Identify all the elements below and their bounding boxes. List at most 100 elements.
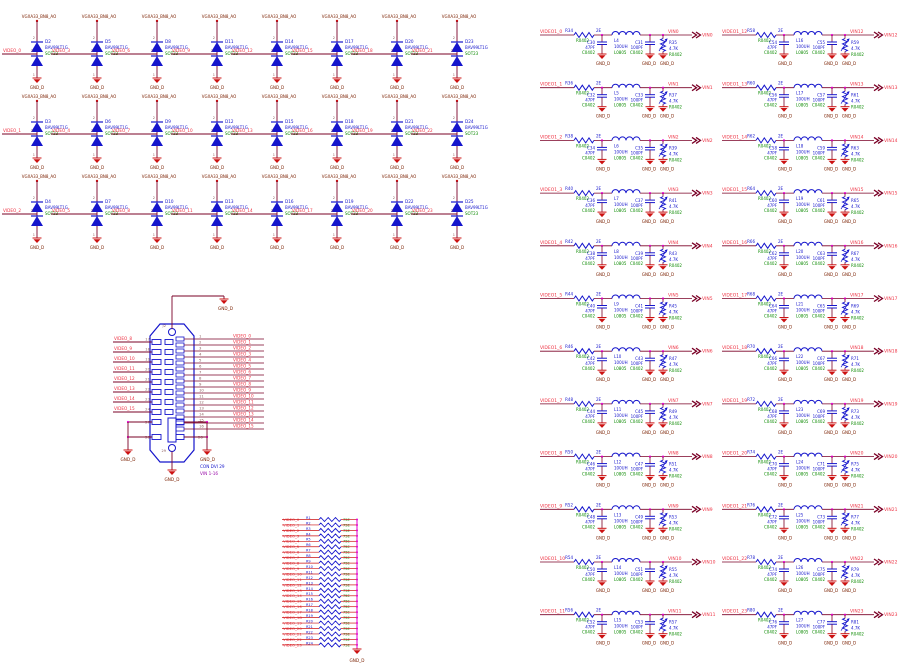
gnd-symbol [597, 53, 607, 59]
ref-des: R11 [306, 570, 313, 574]
gnd-symbol [123, 449, 133, 455]
gnd-symbol [658, 422, 668, 428]
pin-number: 2 [213, 36, 215, 40]
pin-number: 2 [33, 196, 35, 200]
ref-des: R34 [565, 28, 573, 33]
gnd-symbol [827, 317, 837, 323]
net-label: VIDEO1_21 [722, 503, 747, 509]
pkg-value: R0402 [576, 196, 589, 201]
termination-row: VIDEO_0 R1 75E [282, 516, 358, 523]
junction-dot [843, 244, 847, 247]
gnd-label: GND_D [660, 166, 674, 171]
filter-cell: VIDEO1_8 R50 2ER0402C4647PFC0402GND_DL1210… [540, 450, 713, 488]
part-value: 2E [596, 186, 602, 191]
gnd-label: GND_D [642, 483, 656, 488]
pkg-value: C0402 [764, 155, 777, 160]
net-label: VIDEO_12 [233, 406, 254, 411]
gnd-symbol [840, 580, 850, 586]
gnd-symbol [272, 77, 282, 83]
ref-des: C61 [817, 198, 825, 203]
net-label: VIDEO_23 [412, 208, 433, 213]
part-value: 75E [343, 600, 350, 604]
top-net-label: VGXA33_BN8_AO [382, 174, 417, 179]
gnd-label: GND_D [150, 165, 164, 170]
pin-number: 2 [199, 340, 202, 345]
part-value: VIN 1-16 [200, 471, 218, 476]
port-label: VIN2 [702, 138, 713, 144]
pin-number: 3 [391, 129, 393, 133]
pkg-value: L0805 [796, 577, 809, 582]
gnd-label: GND_D [660, 430, 674, 435]
pkg-value: R0402 [851, 632, 864, 637]
pkg-value: R0402 [669, 474, 682, 479]
net-label: VIDEO_6 [233, 370, 251, 375]
pkg-value: C0402 [582, 577, 595, 582]
part-value: 75E [343, 540, 350, 544]
port-label: VIN12 [884, 33, 898, 39]
ref-des: R80 [747, 608, 755, 613]
pin-number: 4 [199, 352, 202, 357]
part-value: 2E [778, 502, 784, 507]
pin-number: 3 [451, 49, 453, 53]
gnd-label: GND_D [90, 245, 104, 250]
part-value: 4.7K [851, 151, 860, 156]
net-label: VIN12 [850, 29, 864, 35]
pkg-value: C0402 [582, 524, 595, 529]
filter-cell: VIDEO1_5 R44 2ER0402C4047PFC0402GND_DL9100… [540, 292, 713, 330]
diode-cell: VGXA33_BN8_AO 2 VIDEO_13 3 1 GND_D D15BAV99LT1… [231, 94, 308, 170]
gnd-symbol [332, 157, 342, 163]
gnd-label: GND_D [642, 588, 656, 593]
gnd-symbol [827, 633, 837, 639]
part-value: BAV99LT1G [405, 125, 428, 130]
pin-number: 1 [393, 73, 395, 77]
part-value: 4.7K [669, 468, 678, 473]
ref-des: R70 [747, 344, 755, 349]
pin-number: 29 [162, 449, 166, 453]
gnd-label: GND_D [842, 377, 856, 382]
top-net-label: VGXA33_BN8_AO [22, 94, 57, 99]
ref-des: R1 [306, 516, 311, 520]
top-net-label: VGXA33_BN8_AO [262, 174, 297, 179]
pin-number: 3 [271, 49, 273, 53]
gnd-label: GND_D [842, 114, 856, 119]
ref-des: L22 [796, 354, 804, 359]
ref-des: R81 [851, 620, 859, 625]
gnd-symbol [779, 527, 789, 534]
ref-des: C66 [769, 356, 777, 361]
pkg-value: C0402 [582, 103, 595, 108]
gnd-label: GND_D [778, 483, 792, 488]
ref-des: R56 [565, 608, 573, 613]
ref-des: R64 [747, 186, 755, 191]
pkg-value: SOT23 [345, 211, 359, 216]
gnd-label: GND_D [824, 166, 838, 171]
port-label: VIN14 [884, 138, 898, 144]
part-value: 4.7K [851, 468, 860, 473]
port-label: VIN21 [884, 507, 898, 513]
ref-des: R50 [565, 450, 573, 455]
net-label: VIN13 [850, 82, 864, 88]
pkg-value: R0402 [851, 52, 864, 57]
termination-row: VIDEO_19 R20 75E [282, 619, 358, 626]
port-label: VIN0 [702, 33, 713, 39]
connector-right-pin: 8 VIDEO_7 [175, 376, 264, 384]
connector-left-pin: VIDEO_12 21 [113, 376, 174, 385]
gnd-symbol [597, 527, 607, 534]
gnd-symbol [779, 317, 789, 323]
pkg-value: R0402 [669, 632, 682, 637]
gnd-label: GND_D [778, 430, 792, 435]
part-value: 100UH [796, 44, 810, 49]
ref-des: C43 [635, 356, 643, 361]
pkg-value: C0402 [630, 524, 643, 529]
gnd-symbol [645, 633, 655, 639]
pkg-value: SOT23 [285, 51, 299, 56]
pin-number: 2 [273, 116, 275, 120]
pkg-value: L0805 [614, 155, 627, 160]
net-label: VIDEO_10 [114, 356, 135, 361]
part-value: 2E [778, 608, 784, 613]
filter-cell: VIDEO1_11 R56 2ER0402C5247PFC0402GND_DL151… [540, 608, 716, 646]
ref-des: C50 [587, 567, 595, 572]
diode-cell: VGXA33_BN8_AO 2 VIDEO_7 3 1 GND_D D9BAV99LT1GS… [111, 94, 188, 170]
ref-des: R36 [565, 81, 573, 86]
part-value: 75E [343, 567, 350, 571]
termination-row: VIDEO_3 R4 75E [282, 532, 358, 539]
